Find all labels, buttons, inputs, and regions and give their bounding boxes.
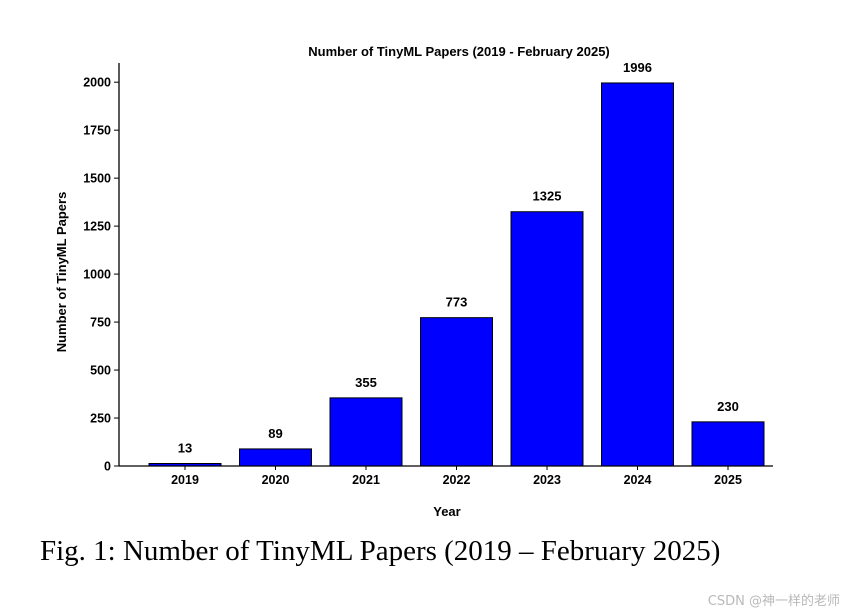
data-label-2024: 1996	[623, 60, 652, 75]
y-axis-label: Number of TinyML Papers	[54, 192, 69, 353]
y-tick-label: 1000	[83, 268, 111, 282]
bar-2021	[329, 397, 403, 467]
data-label-2022: 773	[446, 295, 468, 310]
bar-2023	[510, 211, 584, 467]
watermark: CSDN @神一样的老师	[707, 594, 840, 609]
bar-2020	[239, 448, 312, 467]
y-tick-label: 250	[90, 412, 111, 426]
bar-2024	[601, 82, 674, 467]
y-tick-label: 2000	[83, 76, 111, 90]
x-axis-ticks: 2019 2020 2021 2022 2023 2024 2025	[171, 466, 742, 487]
chart-title: Number of TinyML Papers (2019 - February…	[308, 44, 610, 59]
data-label-2025: 230	[717, 399, 739, 414]
y-axis-ticks: 0 250 500 750 1000 1250 1500 1750 2000	[83, 76, 119, 474]
y-tick-label: 0	[104, 460, 111, 474]
y-tick-label: 1750	[83, 124, 111, 138]
data-label-2019: 13	[178, 441, 192, 456]
bar-2025	[691, 421, 765, 467]
figure-caption: Fig. 1: Number of TinyML Papers (2019 – …	[40, 535, 721, 567]
y-tick-label: 1500	[83, 172, 111, 186]
data-label-2021: 355	[355, 375, 377, 390]
bars-group	[148, 82, 765, 467]
y-tick-label: 500	[90, 364, 111, 378]
x-tick-label: 2024	[624, 473, 652, 487]
data-labels-group: 13 89 355 773 1325 1996 230	[178, 60, 739, 456]
y-tick-label: 750	[90, 316, 111, 330]
x-tick-label: 2025	[714, 473, 742, 487]
x-tick-label: 2019	[171, 473, 199, 487]
bar-chart: Number of TinyML Papers (2019 - February…	[54, 44, 773, 519]
y-tick-label: 1250	[83, 220, 111, 234]
x-tick-label: 2023	[533, 473, 561, 487]
data-label-2020: 89	[268, 426, 282, 441]
bar-2022	[420, 317, 493, 467]
x-axis-label: Year	[433, 504, 460, 519]
data-label-2023: 1325	[533, 189, 562, 204]
x-tick-label: 2021	[352, 473, 380, 487]
x-tick-label: 2022	[443, 473, 471, 487]
x-tick-label: 2020	[262, 473, 290, 487]
